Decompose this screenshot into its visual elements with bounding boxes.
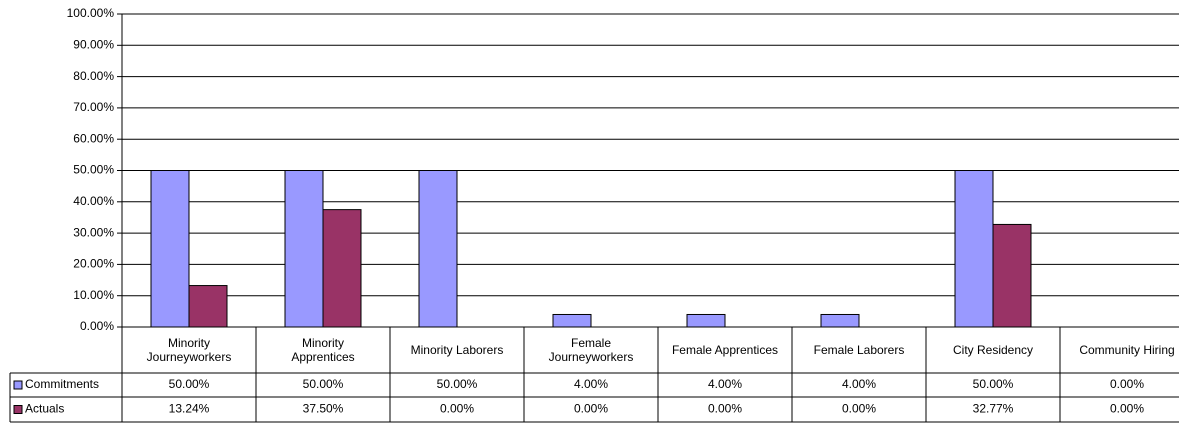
- table-cell: 0.00%: [842, 402, 876, 416]
- table-cell: 4.00%: [708, 377, 742, 391]
- table-cell: 32.77%: [973, 402, 1014, 416]
- table-cell: 0.00%: [440, 402, 474, 416]
- x-tick-label-box: Minority Journeyworkers: [146, 336, 232, 364]
- x-tick-label-box: Female Apprentices: [671, 343, 779, 357]
- x-tick-label: Minority Apprentices: [291, 336, 355, 364]
- table-cell: 0.00%: [1110, 402, 1144, 416]
- y-tick-label: 100.00%: [67, 6, 115, 20]
- legend-label: Commitments: [25, 377, 99, 391]
- table-cell: 13.24%: [169, 402, 210, 416]
- x-tick-label: Minority Journeyworkers: [146, 336, 232, 364]
- legend-key: [13, 380, 23, 390]
- x-tick-label: Female Apprentices: [671, 343, 779, 357]
- table-cell: 50.00%: [973, 377, 1014, 391]
- bar: [820, 313, 860, 328]
- y-tick-label: 0.00%: [80, 319, 114, 333]
- table-cell: 0.00%: [1110, 377, 1144, 391]
- x-tick-label-box: Minority Laborers: [410, 343, 504, 357]
- x-tick-label-box: City Residency: [952, 343, 1034, 357]
- x-tick-label-box: Community Hiring: [1079, 343, 1175, 357]
- bar: [954, 170, 994, 328]
- table-cell: 0.00%: [574, 402, 608, 416]
- y-tick-label: 20.00%: [73, 257, 114, 271]
- bar: [686, 313, 726, 328]
- table-cell: 50.00%: [303, 377, 344, 391]
- y-tick-label: 50.00%: [73, 163, 114, 177]
- x-tick-label: Female Journeyworkers: [548, 336, 634, 364]
- y-tick-label: 30.00%: [73, 225, 114, 239]
- table-cell: 37.50%: [303, 402, 344, 416]
- legend-label: Actuals: [25, 402, 64, 416]
- legend-key: [13, 405, 23, 414]
- bar: [188, 285, 228, 328]
- x-tick-label-box: Female Laborers: [813, 343, 905, 357]
- bar: [284, 170, 324, 328]
- bar: [418, 170, 458, 328]
- bar: [150, 170, 190, 328]
- y-tick-label: 70.00%: [73, 100, 114, 114]
- table-cell: 4.00%: [842, 377, 876, 391]
- x-tick-label: Female Laborers: [813, 343, 905, 357]
- table-cell: 0.00%: [708, 402, 742, 416]
- x-tick-label: City Residency: [952, 343, 1034, 357]
- bar: [322, 209, 362, 328]
- bar: [992, 223, 1032, 328]
- y-tick-label: 60.00%: [73, 131, 114, 145]
- y-tick-label: 80.00%: [73, 69, 114, 83]
- x-tick-label: Community Hiring: [1079, 343, 1175, 357]
- table-cell: 4.00%: [574, 377, 608, 391]
- table-cell: 50.00%: [437, 377, 478, 391]
- x-tick-label: Minority Laborers: [410, 343, 504, 357]
- y-tick-label: 90.00%: [73, 37, 114, 51]
- y-tick-label: 40.00%: [73, 194, 114, 208]
- x-tick-label-box: Female Journeyworkers: [548, 336, 634, 364]
- table-cell: 50.00%: [169, 377, 210, 391]
- bar: [552, 313, 592, 328]
- x-tick-label-box: Minority Apprentices: [291, 336, 355, 364]
- y-tick-label: 10.00%: [73, 288, 114, 302]
